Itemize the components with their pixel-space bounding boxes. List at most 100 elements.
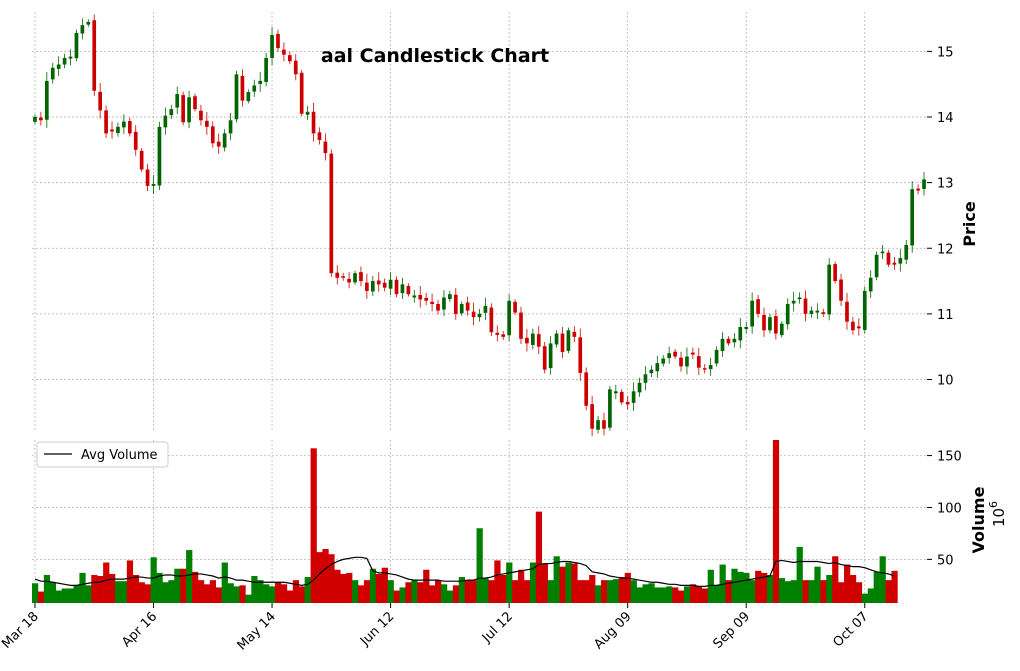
candle (483, 297, 488, 321)
candle-body (264, 57, 268, 82)
volume-bar (109, 573, 116, 603)
candle-body (714, 349, 719, 364)
candle-body (234, 74, 239, 120)
candle (548, 336, 553, 375)
candle (625, 396, 630, 410)
candle (394, 276, 399, 298)
volume-bar (589, 574, 596, 603)
volume-bar (778, 578, 786, 603)
candle (305, 105, 310, 120)
candle (738, 318, 743, 349)
candle-body (465, 302, 470, 311)
price-tick-label: 14 (937, 111, 954, 126)
candle-body (418, 294, 423, 300)
candle-body (222, 133, 227, 148)
volume-bar (452, 585, 460, 603)
candle-body (335, 272, 340, 278)
candle (578, 328, 583, 381)
candle (448, 290, 452, 303)
volume-bars (32, 440, 898, 603)
volume-bar (731, 568, 738, 603)
volume-bar (405, 582, 412, 603)
candle-body (489, 307, 494, 333)
candle (477, 308, 482, 322)
volume-bar (186, 550, 193, 603)
volume-bar (37, 591, 45, 603)
candle-body (400, 284, 405, 294)
candle (98, 82, 102, 119)
candle (661, 355, 666, 367)
volume-bar (654, 587, 661, 603)
volume-bar (440, 584, 448, 603)
volume-bar (292, 580, 300, 603)
candle (347, 272, 351, 289)
candle-body (608, 389, 612, 428)
candle-body (394, 279, 399, 295)
candle (157, 121, 162, 191)
candle-body (738, 327, 743, 341)
volume-bar (761, 572, 768, 603)
volume-bar (648, 583, 655, 603)
candle-body (691, 352, 695, 355)
volume-bar (221, 562, 228, 603)
candle-body (412, 295, 417, 298)
volume-bar (144, 584, 151, 603)
legend-box (36, 441, 169, 468)
candle-body (880, 251, 885, 254)
candle (584, 367, 589, 411)
candle-body (643, 374, 648, 383)
candle-body (590, 404, 594, 429)
candle (92, 14, 97, 96)
volume-bar (885, 580, 892, 603)
candle (791, 291, 796, 312)
candle-body (442, 297, 446, 310)
candle (193, 93, 197, 112)
candle-body (39, 117, 43, 121)
volume-bar (251, 576, 258, 603)
volume-bar (672, 587, 679, 603)
volume-bar (97, 576, 104, 603)
candle-body (898, 258, 903, 264)
volume-bar (606, 580, 614, 603)
volume-bar (772, 440, 780, 603)
candle-body (732, 338, 737, 343)
candle-body (625, 401, 630, 405)
volume-bar (790, 580, 797, 603)
volume-bar (43, 574, 51, 603)
volume-bar (867, 588, 874, 603)
candle (270, 26, 274, 66)
volume-bar (245, 594, 252, 603)
candle-body (791, 300, 796, 304)
candle (216, 133, 221, 154)
price-axis-label: Price (960, 201, 979, 247)
x-tick-label: May 14 (235, 609, 279, 653)
candle (513, 299, 517, 315)
candle-body (104, 110, 108, 134)
candle (311, 102, 316, 142)
volume-bar (340, 573, 347, 603)
volume-bar (464, 580, 471, 603)
volume-bar (470, 580, 477, 603)
volume-bar (114, 581, 122, 603)
candle (39, 111, 43, 126)
volume-bar (168, 580, 175, 603)
volume-bar (67, 588, 74, 603)
volume-bar (132, 574, 139, 603)
candle (293, 54, 298, 81)
candle-body (756, 299, 760, 314)
volume-bar (707, 569, 714, 603)
volume-bar (73, 585, 80, 603)
candle-body (453, 294, 458, 314)
price-tick-label: 11 (937, 308, 954, 323)
volume-bar (518, 569, 525, 603)
candle-body (270, 34, 274, 58)
volume-bar (855, 582, 863, 603)
candle (910, 181, 915, 253)
candle (400, 277, 405, 300)
candle-body (667, 353, 672, 358)
volume-bar (417, 582, 424, 603)
volume-bar (458, 577, 465, 603)
candle (133, 125, 138, 156)
candle (406, 283, 411, 297)
volume-bar (565, 562, 572, 603)
